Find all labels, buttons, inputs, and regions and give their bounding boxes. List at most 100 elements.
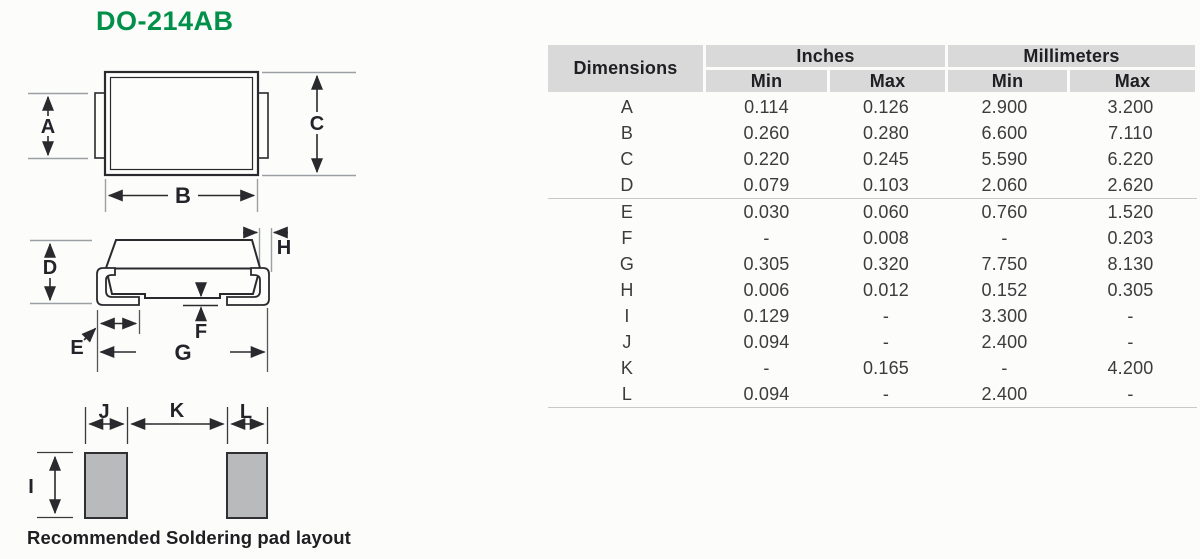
dim-label-d: D — [43, 257, 57, 279]
side-view-figure: D H F E G — [30, 226, 291, 372]
mm-max-value: 7.110 — [1108, 122, 1153, 143]
inch-min-value: - — [763, 227, 770, 248]
table-row: E 0.030 0.060 0.760 1.520 — [548, 199, 1197, 225]
mm-min-value: 0.760 — [981, 201, 1028, 222]
dim-label-c: C — [310, 113, 324, 135]
table-row: C 0.220 0.245 5.590 6.220 — [548, 146, 1197, 172]
inch-min-value: 0.260 — [743, 122, 790, 143]
header-mm-max: Max — [1070, 70, 1195, 92]
inch-min-value: 0.006 — [743, 279, 790, 300]
dimension-letter: B — [620, 122, 634, 143]
table-header: Dimensions Inches Millimeters Min Max Mi… — [548, 45, 1197, 92]
table-row: J 0.094 - 2.400 - — [548, 329, 1197, 355]
extension-lines — [96, 308, 269, 372]
table-body: A 0.114 0.126 2.900 3.200 B 0.260 0.280 6.600 7.1… — [548, 94, 1197, 408]
header-inches-min: Min — [706, 70, 827, 92]
mm-min-value: - — [1001, 357, 1008, 378]
mm-max-value: 2.620 — [1107, 174, 1154, 195]
inch-min-value: 0.079 — [743, 174, 790, 195]
inch-max-value: 0.008 — [862, 227, 910, 248]
dim-label-g: G — [174, 340, 191, 365]
header-inches: Inches — [706, 45, 945, 67]
inch-max-value: - — [882, 331, 890, 352]
inch-min-value: 0.129 — [743, 305, 790, 326]
mm-min-value: 7.750 — [981, 253, 1028, 274]
dimension-arrows — [44, 226, 288, 358]
top-view-figure: A C B — [28, 70, 356, 212]
dim-label-j: J — [98, 401, 109, 423]
mm-max-value: - — [1127, 305, 1134, 326]
inch-min-value: 0.094 — [743, 331, 790, 352]
lead-left — [96, 267, 140, 306]
dim-label-a: A — [41, 116, 55, 138]
table-row: H 0.006 0.012 0.152 0.305 — [548, 277, 1197, 303]
extension-lines — [37, 407, 269, 519]
lead-right — [226, 267, 270, 306]
mm-max-value: - — [1127, 331, 1134, 352]
package-title: DO-214AB — [96, 6, 234, 36]
table-row: A 0.114 0.126 2.900 3.200 — [548, 94, 1197, 120]
extension-lines — [28, 71, 356, 212]
dim-label-f: F — [195, 321, 207, 343]
dimension-letter: I — [624, 305, 630, 326]
inch-max-value: 0.060 — [862, 201, 910, 222]
dim-label-b: B — [175, 183, 191, 208]
mm-min-value: 2.900 — [981, 96, 1028, 117]
pad-layout-caption: Recommended Soldering pad layout — [27, 527, 351, 548]
mm-max-value: 8.130 — [1107, 253, 1154, 274]
dim-label-k: K — [170, 400, 185, 422]
inch-min-value: 0.094 — [743, 383, 790, 404]
dimension-letter: E — [620, 201, 634, 222]
solder-pad-left — [84, 452, 128, 519]
dimension-arrows — [42, 74, 323, 202]
inch-max-value: 0.165 — [862, 357, 910, 378]
dimension-letter: F — [621, 227, 633, 248]
dimension-letter: J — [622, 331, 632, 352]
table-row: F - 0.008 - 0.203 — [548, 225, 1197, 251]
dimensions-table: Dimensions Inches Millimeters Min Max Mi… — [548, 45, 1197, 408]
mm-min-value: - — [1001, 227, 1008, 248]
inch-min-value: 0.305 — [743, 253, 790, 274]
mm-max-value: 1.520 — [1107, 201, 1154, 222]
mm-max-value: 3.200 — [1107, 96, 1154, 117]
mm-max-value: 0.305 — [1107, 279, 1154, 300]
table-row: B 0.260 0.280 6.600 7.110 — [548, 120, 1197, 146]
solder-pad-right — [226, 452, 268, 519]
table-row: K - 0.165 - 4.200 — [548, 355, 1197, 381]
inch-max-value: - — [882, 305, 890, 326]
pad-layout-figure: J K L I — [28, 400, 269, 519]
mm-max-value: 6.220 — [1107, 148, 1154, 169]
mm-min-value: 5.590 — [981, 148, 1028, 169]
mm-max-value: - — [1127, 383, 1134, 404]
mm-max-value: 4.200 — [1107, 357, 1154, 378]
inch-max-value: 0.320 — [862, 253, 910, 274]
inch-max-value: - — [882, 383, 890, 404]
table-row: G 0.305 0.320 7.750 8.130 — [548, 251, 1197, 277]
dim-label-i: I — [28, 476, 34, 498]
inch-max-value: 0.280 — [862, 122, 910, 143]
dimension-letter: A — [620, 96, 634, 117]
package-drawing: A C B — [28, 70, 356, 519]
dimension-letter: K — [620, 357, 634, 378]
mm-max-value: 0.203 — [1107, 227, 1154, 248]
mm-min-value: 3.300 — [981, 305, 1028, 326]
mm-min-value: 6.600 — [981, 122, 1028, 143]
mm-min-value: 2.060 — [981, 174, 1028, 195]
dimension-arrows — [49, 418, 265, 515]
inch-max-value: 0.126 — [862, 96, 910, 117]
mm-min-value: 2.400 — [981, 383, 1028, 404]
header-inches-max: Max — [830, 70, 945, 92]
header-dimensions: Dimensions — [548, 45, 703, 92]
dim-label-e: E — [70, 337, 83, 359]
package-body-inner-line — [109, 76, 254, 171]
dimension-letter: H — [620, 279, 634, 300]
table-row: D 0.079 0.103 2.060 2.620 — [548, 172, 1197, 199]
inch-max-value: 0.012 — [862, 279, 910, 300]
inch-min-value: 0.220 — [743, 148, 790, 169]
dimension-letter: D — [620, 174, 634, 195]
dimension-letter: G — [619, 253, 635, 274]
inch-min-value: 0.114 — [744, 96, 789, 117]
inch-min-value: - — [763, 357, 770, 378]
header-mm-min: Min — [948, 70, 1067, 92]
